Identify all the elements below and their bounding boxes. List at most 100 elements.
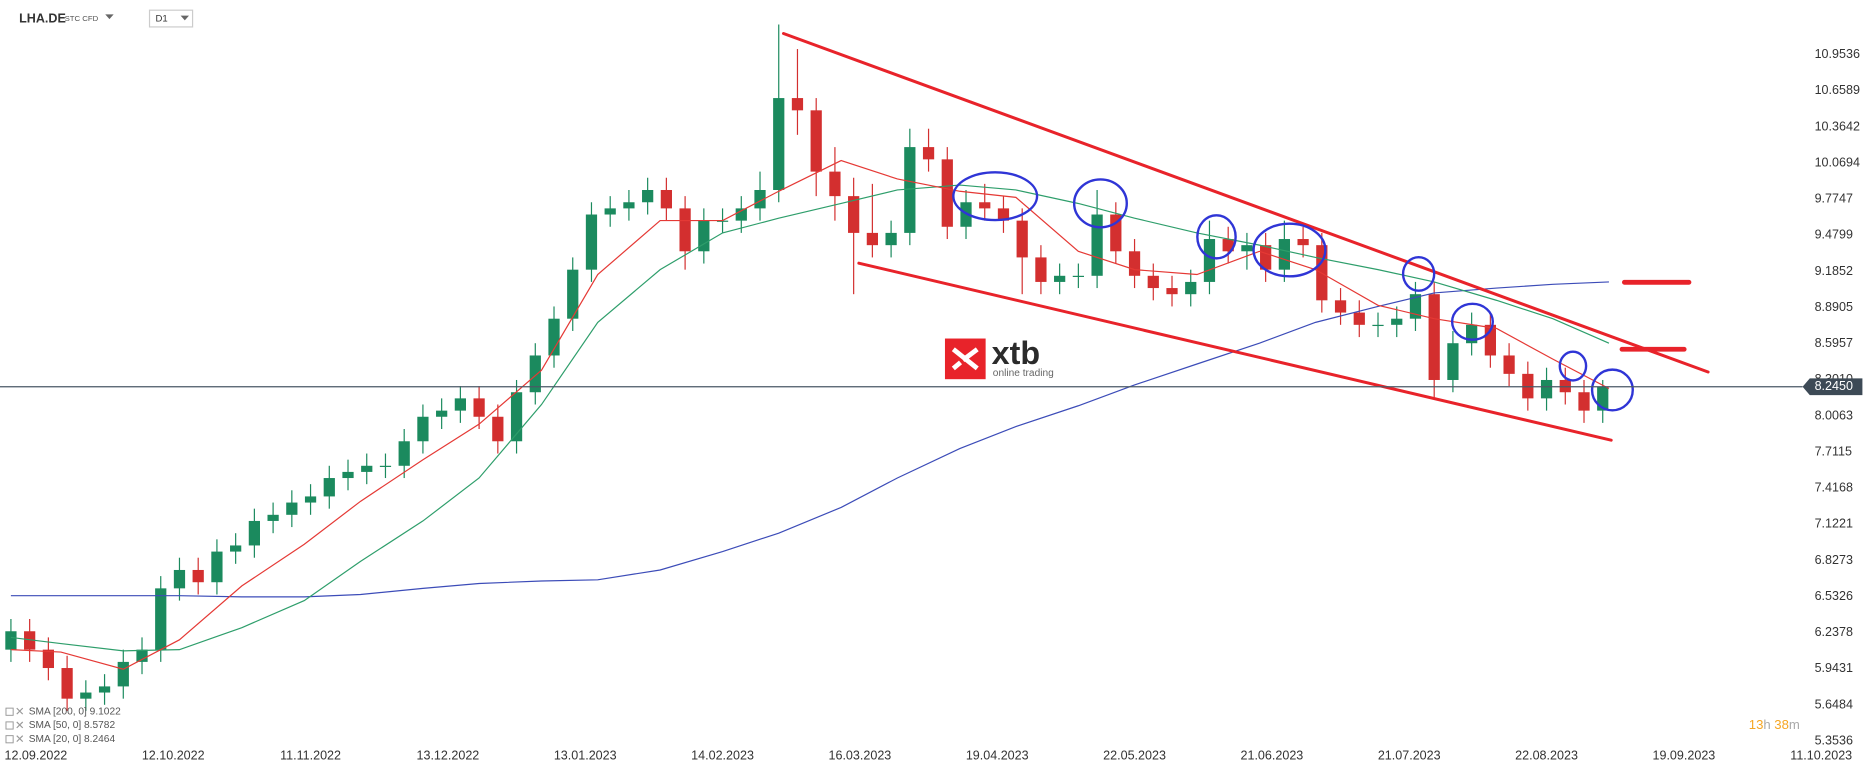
candle-body bbox=[698, 220, 710, 252]
candle-body bbox=[267, 514, 279, 521]
y-tick-label: 9.4799 bbox=[1815, 228, 1853, 242]
candle-body bbox=[1091, 214, 1103, 276]
y-tick-label: 6.5326 bbox=[1815, 589, 1853, 603]
candle-body bbox=[1578, 392, 1590, 411]
candle-body bbox=[80, 692, 92, 699]
candle-body bbox=[548, 318, 560, 356]
y-tick-label: 5.6484 bbox=[1815, 697, 1853, 711]
candle-body bbox=[323, 478, 335, 497]
candle-body bbox=[1447, 343, 1459, 380]
candle-body bbox=[230, 545, 242, 552]
candle-body bbox=[1278, 239, 1290, 270]
sma-line bbox=[10, 184, 1610, 652]
candle-body bbox=[1203, 239, 1216, 282]
logo: xtb online trading bbox=[944, 335, 1054, 380]
y-tick-label: 9.7747 bbox=[1815, 192, 1853, 206]
legend-icon bbox=[5, 735, 14, 744]
dropdown-arrow[interactable] bbox=[105, 14, 114, 20]
candle-body bbox=[1072, 275, 1084, 277]
legend-entry: SMA [20, 0] 8.2464 bbox=[29, 734, 116, 745]
candle-body bbox=[1016, 220, 1028, 258]
trendline-upper bbox=[781, 32, 1710, 374]
annotations bbox=[781, 32, 1710, 442]
candle-body bbox=[567, 269, 579, 319]
candle-body bbox=[1522, 373, 1534, 399]
y-tick-label: 8.0063 bbox=[1815, 408, 1853, 422]
candle-body bbox=[61, 668, 73, 699]
x-tick-label: 22.05.2023 bbox=[1103, 748, 1166, 762]
candle-body bbox=[1353, 312, 1365, 325]
candle-body bbox=[922, 147, 935, 160]
candle-body bbox=[1222, 239, 1234, 252]
logo-text: xtb bbox=[992, 335, 1040, 371]
countdown-unit: m bbox=[1789, 718, 1800, 733]
candle-body bbox=[754, 189, 766, 209]
legend-close bbox=[16, 735, 24, 743]
candle-body bbox=[1128, 251, 1141, 276]
candle-body bbox=[1166, 288, 1178, 295]
candle-body bbox=[136, 649, 148, 662]
highlight-circle bbox=[1450, 302, 1494, 341]
interval-select[interactable] bbox=[148, 9, 194, 28]
dropdown-arrow[interactable] bbox=[180, 15, 189, 21]
candle-body bbox=[735, 208, 747, 221]
candle-body bbox=[436, 410, 448, 417]
y-tick-label: 6.2378 bbox=[1815, 625, 1853, 639]
candle-body bbox=[1334, 300, 1347, 313]
candle-body bbox=[585, 214, 598, 270]
candle-body bbox=[473, 398, 485, 417]
sma-line bbox=[10, 159, 1610, 670]
candle-body bbox=[810, 110, 822, 172]
candle-body bbox=[1391, 318, 1403, 325]
y-tick-label: 9.1852 bbox=[1815, 264, 1853, 278]
y-tick-label: 7.1221 bbox=[1815, 517, 1853, 531]
highlight-circle bbox=[952, 171, 1039, 222]
header: LHA.DE STC CFD D1 bbox=[19, 9, 194, 28]
candle-body bbox=[1540, 379, 1553, 399]
y-tick-label: 10.6589 bbox=[1815, 83, 1860, 97]
candle-body bbox=[342, 471, 354, 479]
x-tick-label: 12.10.2022 bbox=[142, 748, 205, 762]
legend-icon bbox=[5, 721, 14, 730]
candle-body bbox=[42, 649, 54, 669]
candle-body bbox=[286, 502, 298, 515]
candle-body bbox=[192, 569, 204, 583]
candle-body bbox=[1241, 245, 1253, 252]
y-tick-label: 7.7115 bbox=[1815, 444, 1852, 458]
x-tick-label: 21.07.2023 bbox=[1378, 748, 1441, 762]
legend-icon bbox=[5, 707, 14, 716]
candle-body bbox=[379, 465, 392, 467]
candle-body bbox=[604, 208, 616, 215]
symbol[interactable]: LHA.DE bbox=[19, 11, 66, 25]
x-tick-label: 14.02.2023 bbox=[691, 748, 754, 762]
candle-body bbox=[773, 98, 785, 190]
x-tick-label: 19.04.2023 bbox=[966, 748, 1029, 762]
candle-body bbox=[24, 631, 36, 650]
candle-body bbox=[1409, 294, 1422, 319]
legend-close bbox=[16, 721, 24, 729]
candle-body bbox=[1559, 379, 1571, 393]
sma-line bbox=[10, 281, 1609, 598]
countdown-unit: h bbox=[1763, 718, 1770, 733]
candle-body bbox=[1503, 355, 1515, 374]
y-tick-label: 10.0694 bbox=[1815, 155, 1860, 169]
candle-body bbox=[1297, 239, 1309, 246]
candle-body bbox=[642, 189, 654, 203]
countdown: 13h 38m bbox=[1749, 718, 1800, 733]
candle-body bbox=[117, 661, 129, 687]
candle-body bbox=[791, 98, 804, 111]
x-tick-label: 21.06.2023 bbox=[1240, 748, 1303, 762]
candle-body bbox=[417, 416, 429, 442]
highlight-circle bbox=[1401, 255, 1436, 292]
price-tag bbox=[1802, 378, 1863, 396]
candle-body bbox=[1185, 281, 1197, 295]
x-tick-label: 11.11.2022 bbox=[280, 748, 341, 762]
countdown-hours: 13 bbox=[1749, 718, 1764, 733]
candle-body bbox=[979, 202, 991, 209]
candle-body bbox=[1035, 257, 1047, 282]
highlight-circle bbox=[1558, 350, 1588, 382]
candle-body bbox=[885, 232, 897, 246]
candle-body bbox=[248, 520, 260, 546]
trendline-lower bbox=[857, 261, 1613, 442]
